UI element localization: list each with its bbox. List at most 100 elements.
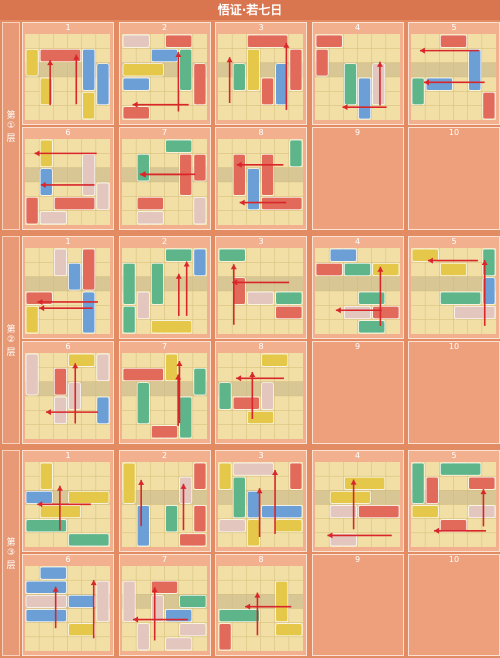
vehicle <box>122 367 164 382</box>
arrow-head <box>236 161 242 168</box>
arrow-head <box>132 616 138 623</box>
vehicle <box>164 139 192 153</box>
vehicle <box>164 34 192 48</box>
puzzle-board <box>411 248 496 334</box>
puzzle-board <box>25 566 110 651</box>
puzzle-number: 1 <box>65 237 71 246</box>
arrow-head <box>175 273 182 279</box>
puzzle-number: 9 <box>354 128 361 137</box>
vehicle <box>136 153 150 182</box>
vehicle <box>246 34 289 48</box>
road <box>411 276 496 291</box>
vehicle <box>357 291 385 305</box>
vehicle <box>275 623 303 637</box>
puzzle-number: 2 <box>161 451 168 460</box>
road <box>25 276 110 291</box>
vehicle <box>275 291 303 305</box>
vehicle <box>178 533 206 547</box>
vehicle <box>82 153 96 196</box>
road <box>218 381 303 396</box>
vehicle <box>275 305 303 320</box>
puzzle-number: 9 <box>354 342 361 351</box>
arrow-head <box>47 60 54 66</box>
puzzle-board <box>25 139 110 225</box>
arrow-head <box>52 586 59 592</box>
vehicle <box>68 533 110 547</box>
vehicle <box>82 48 96 91</box>
puzzle-board <box>25 34 110 120</box>
arrow-head <box>175 361 182 367</box>
layer-label-part: 第 <box>6 538 16 548</box>
puzzle-number: 5 <box>451 23 457 32</box>
vehicle <box>246 490 260 519</box>
layer-label-part: 第 <box>6 325 16 335</box>
arrow-head <box>39 305 45 312</box>
vehicle <box>315 262 343 277</box>
puzzle-number: 7 <box>161 342 168 351</box>
vehicle <box>82 248 96 291</box>
vehicle <box>25 580 67 594</box>
vehicle <box>425 77 453 91</box>
vehicle <box>178 396 192 439</box>
puzzle-board <box>121 566 207 651</box>
vehicle <box>39 211 67 225</box>
puzzle-board <box>314 34 400 120</box>
vehicle <box>289 48 303 91</box>
arrow-head <box>335 307 341 314</box>
puzzle-board <box>121 34 207 120</box>
layer-label-part: 层 <box>6 134 16 144</box>
vehicle <box>261 382 275 410</box>
puzzle-board <box>218 248 303 334</box>
vehicle <box>329 533 357 547</box>
vehicle <box>246 48 260 91</box>
puzzle-number: 6 <box>65 342 71 351</box>
vehicle <box>232 153 246 196</box>
arrow-head <box>179 483 186 489</box>
vehicle <box>315 48 329 77</box>
puzzle-number: 1 <box>65 451 71 460</box>
puzzle-board <box>314 248 400 334</box>
vehicle <box>82 291 96 334</box>
vehicle <box>289 462 303 490</box>
puzzle-number: 10 <box>448 342 460 351</box>
vehicle <box>164 609 192 623</box>
vehicle <box>96 63 110 106</box>
puzzle-number: 5 <box>451 451 457 460</box>
puzzle-board <box>121 353 207 439</box>
puzzle-number: 4 <box>354 23 361 32</box>
vehicle <box>150 425 178 439</box>
arrow-head <box>239 199 245 206</box>
puzzle-board <box>121 248 207 334</box>
layer-label-part: ② <box>6 335 16 345</box>
vehicle <box>122 106 150 120</box>
arrow-head <box>272 470 279 476</box>
vehicle <box>150 594 164 623</box>
arrow-head <box>283 42 290 48</box>
vehicle <box>25 48 39 77</box>
vehicle <box>122 63 164 77</box>
puzzle-number: 9 <box>354 555 361 564</box>
empty-panel <box>408 554 500 656</box>
vehicle <box>164 505 178 533</box>
vehicle <box>39 77 53 106</box>
vehicle <box>343 476 385 490</box>
vehicle <box>122 462 136 504</box>
road <box>314 276 400 291</box>
vehicle <box>150 580 178 594</box>
puzzle-board <box>121 139 207 225</box>
vehicle <box>53 248 67 277</box>
arrow-head <box>434 527 440 534</box>
puzzle-number: 6 <box>65 555 71 564</box>
vehicle <box>357 320 385 334</box>
puzzle-board <box>218 462 303 547</box>
empty-panel <box>311 341 404 444</box>
empty-panel <box>311 554 404 656</box>
arrow-head <box>481 260 488 266</box>
vehicle <box>39 462 53 490</box>
vehicle <box>439 262 468 277</box>
vehicle <box>150 320 192 334</box>
vehicle <box>439 291 482 305</box>
vehicle <box>482 248 496 277</box>
